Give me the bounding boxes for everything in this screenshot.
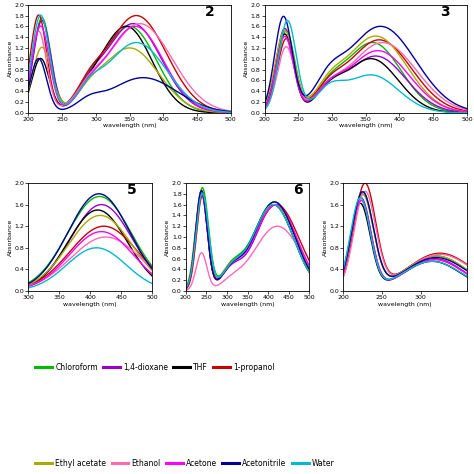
X-axis label: wavelength (nm): wavelength (nm) (339, 123, 392, 128)
Text: 2: 2 (204, 5, 214, 18)
Text: 3: 3 (441, 5, 450, 18)
Y-axis label: Absorbance: Absorbance (323, 219, 328, 255)
Text: 5: 5 (128, 183, 137, 197)
X-axis label: wavelength (nm): wavelength (nm) (378, 301, 432, 307)
Y-axis label: Absorbance: Absorbance (8, 40, 13, 77)
Y-axis label: Absorbance: Absorbance (8, 219, 13, 255)
Legend: Ethyl acetate, Ethanol, Acetone, Acetonitrile, Water: Ethyl acetate, Ethanol, Acetone, Acetoni… (32, 456, 337, 471)
X-axis label: wavelength (nm): wavelength (nm) (64, 301, 117, 307)
X-axis label: wavelength (nm): wavelength (nm) (221, 301, 274, 307)
X-axis label: wavelength (nm): wavelength (nm) (103, 123, 156, 128)
Text: 6: 6 (293, 183, 303, 197)
Y-axis label: Absorbance: Absorbance (165, 219, 170, 255)
Y-axis label: Absorbance: Absorbance (244, 40, 249, 77)
